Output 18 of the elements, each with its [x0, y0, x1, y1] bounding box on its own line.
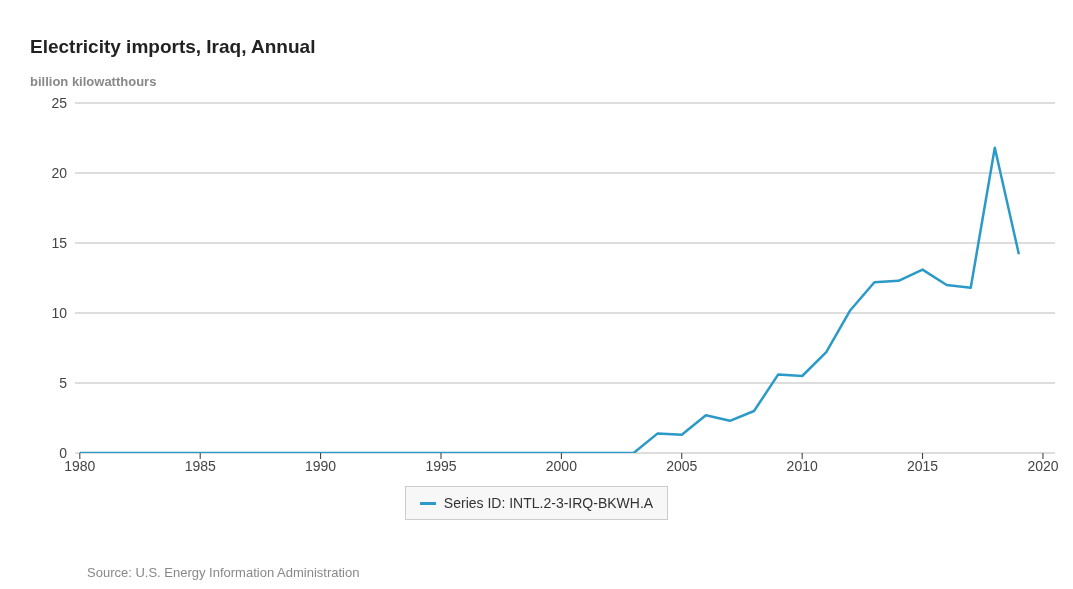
x-tick-label: 2010 — [786, 457, 818, 474]
y-tick-label: 5 — [59, 374, 68, 391]
y-tick-label: 25 — [51, 94, 68, 111]
x-tick-label: 2015 — [906, 457, 939, 474]
line-series — [78, 146, 1021, 453]
y-tick-label: 15 — [51, 234, 68, 251]
x-tick-label: 1995 — [425, 457, 457, 474]
y-axis-title: billion kilowatthours — [30, 74, 157, 89]
x-tick-label: 2020 — [1027, 457, 1059, 474]
x-tick-label: 1990 — [305, 457, 337, 474]
legend-label: Series ID: INTL.2-3-IRQ-BKWH.A — [442, 495, 654, 511]
x-tick-label: 1985 — [184, 457, 216, 474]
source-note: Source: U.S. Energy Information Administration — [87, 565, 360, 580]
y-tick-label: 20 — [51, 164, 68, 181]
y-tick-label: 10 — [51, 304, 68, 321]
x-tick-label: 2005 — [666, 457, 698, 474]
x-tick-label: 2000 — [545, 457, 578, 474]
chart-title: Electricity imports, Iraq, Annual — [30, 36, 316, 58]
